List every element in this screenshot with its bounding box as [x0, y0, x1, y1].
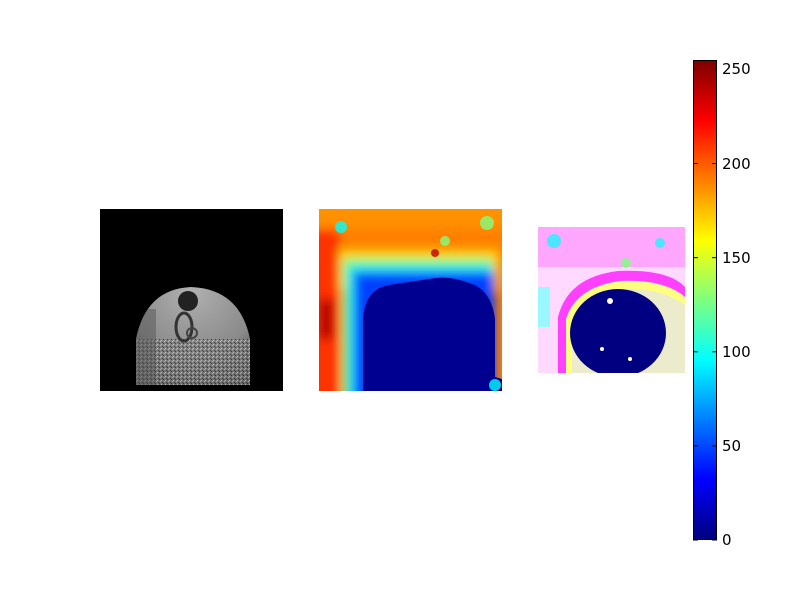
- grayscale-image: [100, 209, 283, 391]
- colorbar-tick-label: 200: [722, 154, 751, 173]
- colorbar-tick-label: 150: [722, 248, 751, 267]
- colorbar-tick-label: 250: [722, 60, 751, 79]
- grayscale-image-panel: [100, 209, 283, 391]
- colorbar: [693, 60, 717, 540]
- segmented-map-panel: [538, 227, 685, 373]
- colorbar-tick-label: 100: [722, 342, 751, 361]
- segmented-map: [538, 227, 685, 373]
- jet-heatmap: [319, 209, 502, 391]
- colorbar-tick-label: 50: [722, 436, 742, 455]
- colorbar-tick-label: 0: [722, 531, 732, 549]
- jet-heatmap-panel: [319, 209, 502, 391]
